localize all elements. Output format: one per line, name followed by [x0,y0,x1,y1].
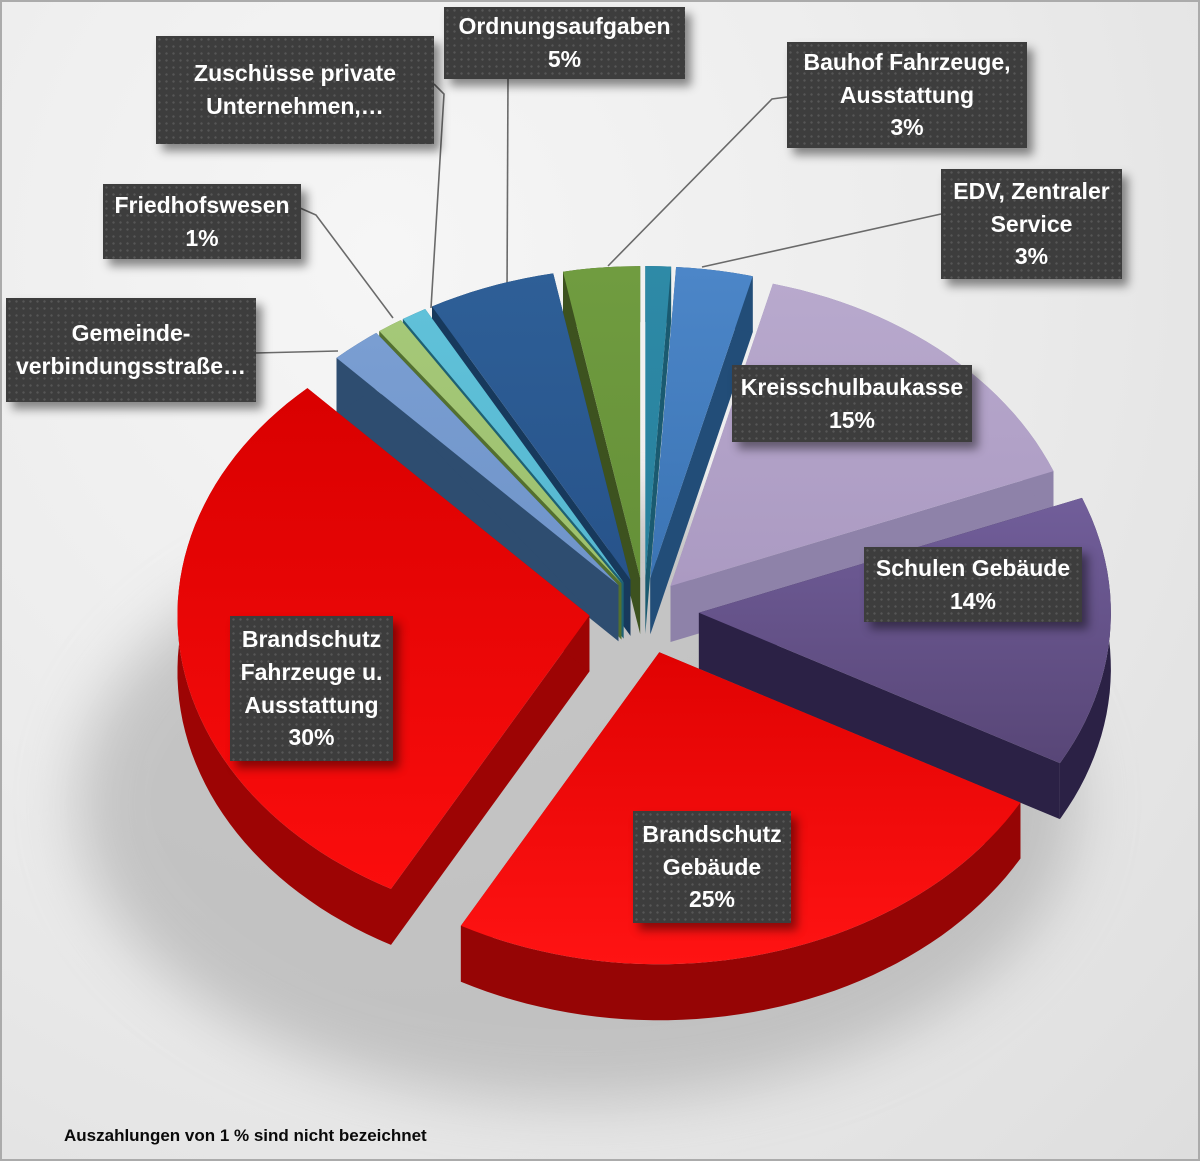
slice-top [645,266,672,578]
callout-gemeindeverbindungsstrasse: Gemeinde-verbindungsstraße… [6,298,256,402]
callout-line: 30% [288,724,335,751]
callout-line: EDV, Zentraler [953,178,1110,205]
slice-side [336,357,619,642]
pie-slice-gemeindeverbindungsstrasse [336,332,619,642]
callout-zuschuesse-private-unternehmen: Zuschüsse private Unternehmen,… [156,36,434,144]
callout-brandschutz-gebaeude: Brandschutz Gebäude 25% [633,811,791,923]
callout-line: 15% [828,406,876,433]
callout-kreisschulbaukasse: Kreisschulbaukasse 15% [732,365,972,442]
callout-line: Ordnungsaufgaben [458,13,671,40]
leader-line-gemeindeverbindungsstrasse [254,350,339,354]
chart-footnote: Auszahlungen von 1 % sind nicht bezeichn… [64,1126,427,1145]
callout-line: Brandschutz [642,821,782,848]
callout-line: Unternehmen,… [206,93,384,119]
slice-top [336,332,619,586]
callout-line: 25% [688,886,736,913]
slice-side [698,612,1060,820]
leader-lines [254,78,942,354]
leader-line-bauhof-fahrzeuge-ausstattung [607,96,788,267]
callout-line: Gebäude [662,853,762,880]
slice-side [391,615,590,945]
slice-rim [460,802,1021,1021]
callout-line: 1% [185,224,219,251]
callout-line: Bauhof Fahrzeuge, [803,49,1011,76]
slice-top [460,652,1021,965]
slice-top [563,266,641,579]
callout-line: verbindungsstraße… [15,353,247,379]
callout-line: Fahrzeuge u. [240,658,383,685]
callout-line: Zuschüsse private [194,60,396,87]
callout-schulen-gebaeude: Schulen Gebäude 14% [864,547,1082,622]
slice-top [379,320,622,584]
callout-brandschutz-fahrzeuge-ausstattung: Brandschutz Fahrzeuge u. Ausstattung 30% [230,616,393,761]
slice-side [650,276,753,635]
callout-friedhofswesen: Friedhofswesen 1% [103,184,301,259]
slice-rim [177,388,391,945]
callout-line: Gemeinde- [71,320,191,347]
callout-line: 14% [949,587,997,614]
leader-line-friedhofswesen [299,207,394,319]
callout-line: Kreisschulbaukasse [740,373,964,400]
pie-slice-brandschutz-gebaeude [460,652,1021,1021]
callout-line: Schulen Gebäude [875,554,1071,581]
callout-bauhof-fahrzeuge-ausstattung: Bauhof Fahrzeuge, Ausstattung 3% [787,42,1027,148]
callout-line: Ausstattung [839,81,975,108]
callout-line: Friedhofswesen [114,191,290,218]
callout-ordnungsaufgaben: Ordnungsaufgaben 5% [444,7,685,79]
leader-line-zuschuesse-private-unternehmen [430,83,445,309]
callout-line: Ausstattung [244,691,379,718]
leader-line-ordnungsaufgaben [506,78,509,295]
callout-line: 3% [1014,243,1049,270]
pie-3d [177,266,1111,1021]
slice-top [650,267,753,579]
leader-line-edv-zentraler-service [701,213,942,268]
slice-top [402,309,624,583]
slice-top [432,273,631,580]
pie-slice-edv-zentraler-service [650,267,753,635]
callout-edv-zentraler-service: EDV, Zentraler Service 3% [941,169,1122,279]
pie-slice-nicht-bezeichnet [645,266,672,634]
slice-side [645,266,672,634]
callout-line: Service [990,210,1073,237]
callout-line: 3% [890,114,924,141]
callout-line: Brandschutz [241,626,382,653]
callout-line: 5% [547,46,582,72]
